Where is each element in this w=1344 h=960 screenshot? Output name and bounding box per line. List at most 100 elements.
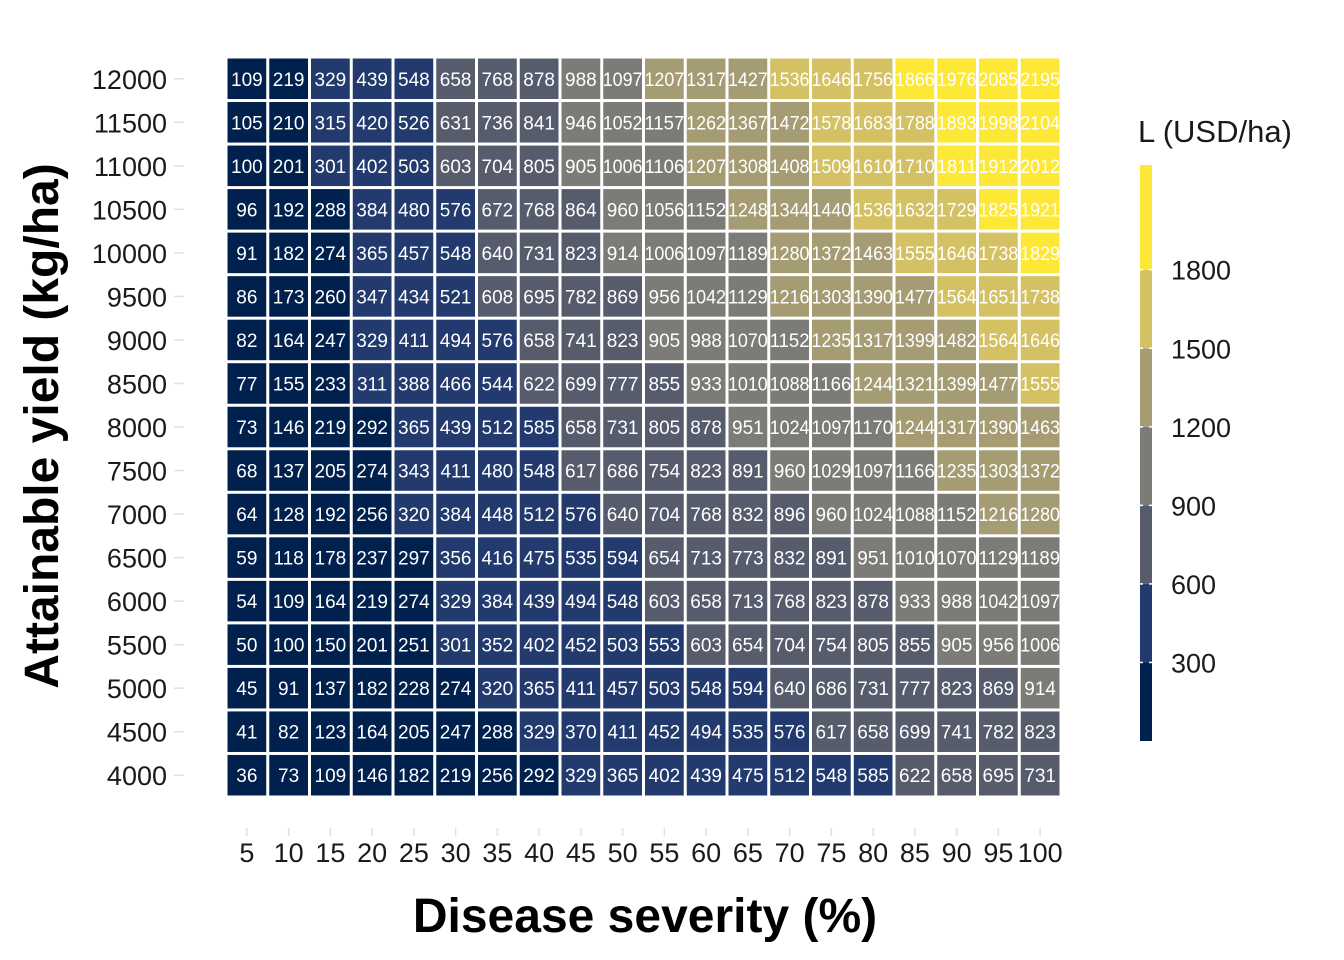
- cell-value-label: 1244: [895, 418, 935, 439]
- cell-value-label: 439: [523, 592, 555, 613]
- heatmap-cell: [519, 450, 559, 491]
- cell-value-label: 576: [565, 505, 597, 526]
- cell-value-label: 1006: [603, 157, 643, 178]
- cell-value-label: 301: [440, 636, 472, 657]
- heatmap-cell: [686, 319, 726, 361]
- x-tick-label: 40: [524, 838, 554, 868]
- heatmap-cell: [561, 232, 601, 274]
- cell-value-label: 494: [690, 723, 722, 744]
- heatmap-cell: [519, 232, 559, 274]
- y-tick-label: 8000: [107, 413, 167, 443]
- cell-value-label: 951: [857, 549, 889, 570]
- heatmap-cell: [227, 189, 267, 230]
- cell-value-label: 2104: [1020, 113, 1060, 134]
- cell-value-label: 91: [236, 244, 257, 265]
- cell-value-label: 736: [482, 113, 514, 134]
- cell-value-label: 914: [1024, 679, 1056, 700]
- legend-color-step: [1140, 583, 1152, 663]
- cell-value-label: 1829: [1020, 244, 1060, 265]
- cell-value-label: 905: [565, 157, 597, 178]
- heatmap-cell: [436, 537, 475, 578]
- heatmap-cell: [394, 667, 434, 709]
- cell-value-label: 45: [236, 679, 257, 700]
- x-tick-label: 75: [816, 838, 846, 868]
- x-tick-label: 35: [482, 838, 512, 868]
- cell-value-label: 672: [482, 200, 514, 221]
- heatmap-cell: [436, 493, 475, 535]
- cell-value-label: 754: [816, 636, 848, 657]
- heatmap-cell: [519, 102, 559, 143]
- heatmap-cell: [561, 58, 601, 100]
- heatmap-cell: [561, 406, 601, 448]
- cell-value-label: 466: [440, 374, 472, 395]
- heatmap-cell: [603, 319, 642, 361]
- cell-value-label: 384: [356, 200, 388, 221]
- cell-value-label: 1189: [728, 244, 768, 265]
- heatmap-cell: [770, 319, 809, 361]
- cell-value-label: 1152: [937, 505, 977, 526]
- cell-value-label: 548: [440, 244, 472, 265]
- heatmap-cell: [394, 189, 434, 230]
- heatmap-cell: [645, 624, 684, 665]
- cell-value-label: 686: [607, 462, 639, 483]
- cell-value-label: 1097: [811, 418, 851, 439]
- y-tick-label: 8500: [107, 369, 167, 399]
- heatmap-cell: [227, 363, 267, 404]
- heatmap-cell: [1020, 319, 1060, 361]
- cell-value-label: 1070: [937, 549, 977, 570]
- heatmap-cell: [519, 145, 559, 187]
- cell-value-label: 448: [482, 505, 514, 526]
- cell-value-label: 109: [273, 592, 305, 613]
- heatmap-cell: [1020, 102, 1060, 143]
- heatmap-cell: [853, 580, 893, 622]
- cell-value-label: 1321: [895, 374, 935, 395]
- heatmap-cell: [728, 363, 768, 404]
- heatmap-cell: [436, 276, 475, 317]
- cell-value-label: 512: [523, 505, 555, 526]
- cell-value-label: 411: [607, 723, 637, 744]
- heatmap-cell: [311, 754, 350, 796]
- cell-value-label: 1536: [770, 70, 810, 91]
- cell-value-label: 439: [356, 70, 388, 91]
- heatmap-cell: [227, 754, 267, 796]
- cell-value-label: 1564: [937, 287, 977, 308]
- cell-value-label: 329: [565, 766, 597, 787]
- heatmap-cell: [311, 450, 350, 491]
- heatmap-cell: [561, 493, 601, 535]
- cell-value-label: 411: [566, 679, 596, 700]
- cell-value-label: 754: [649, 462, 681, 483]
- heatmap-cell: [728, 319, 768, 361]
- cell-value-label: 146: [273, 418, 305, 439]
- cell-value-label: 1207: [686, 157, 726, 178]
- cell-value-label: 370: [565, 723, 597, 744]
- cell-value-label: 1893: [937, 113, 977, 134]
- heatmap-cell: [352, 102, 392, 143]
- heatmap-cell: [519, 711, 559, 752]
- cell-value-label: 1097: [686, 244, 726, 265]
- cell-value-label: 1372: [1020, 462, 1060, 483]
- x-tick-label: 30: [441, 838, 471, 868]
- heatmap-cell: [770, 450, 809, 491]
- cell-value-label: 173: [273, 287, 305, 308]
- heatmap-cell: [686, 537, 726, 578]
- heatmap-cell: [561, 711, 601, 752]
- cell-value-label: 1097: [603, 70, 643, 91]
- cell-value-label: 64: [236, 505, 258, 526]
- heatmap-cell: [645, 232, 684, 274]
- cell-value-label: 1216: [978, 505, 1018, 526]
- cell-value-label: 640: [607, 505, 639, 526]
- cell-value-label: 86: [236, 287, 257, 308]
- cell-value-label: 452: [565, 636, 597, 657]
- heatmap-cell: [853, 537, 893, 578]
- cell-value-label: 311: [357, 374, 387, 395]
- cell-value-label: 1756: [853, 70, 893, 91]
- heatmap-cell: [979, 319, 1018, 361]
- heatmap-cell: [979, 667, 1018, 709]
- cell-value-label: 1042: [978, 592, 1018, 613]
- cell-value-label: 869: [607, 287, 639, 308]
- cell-value-label: 878: [690, 418, 722, 439]
- heatmap-cell: [853, 102, 893, 143]
- cell-value-label: 622: [523, 374, 555, 395]
- cell-value-label: 654: [649, 549, 681, 570]
- cell-value-label: 1427: [728, 70, 768, 91]
